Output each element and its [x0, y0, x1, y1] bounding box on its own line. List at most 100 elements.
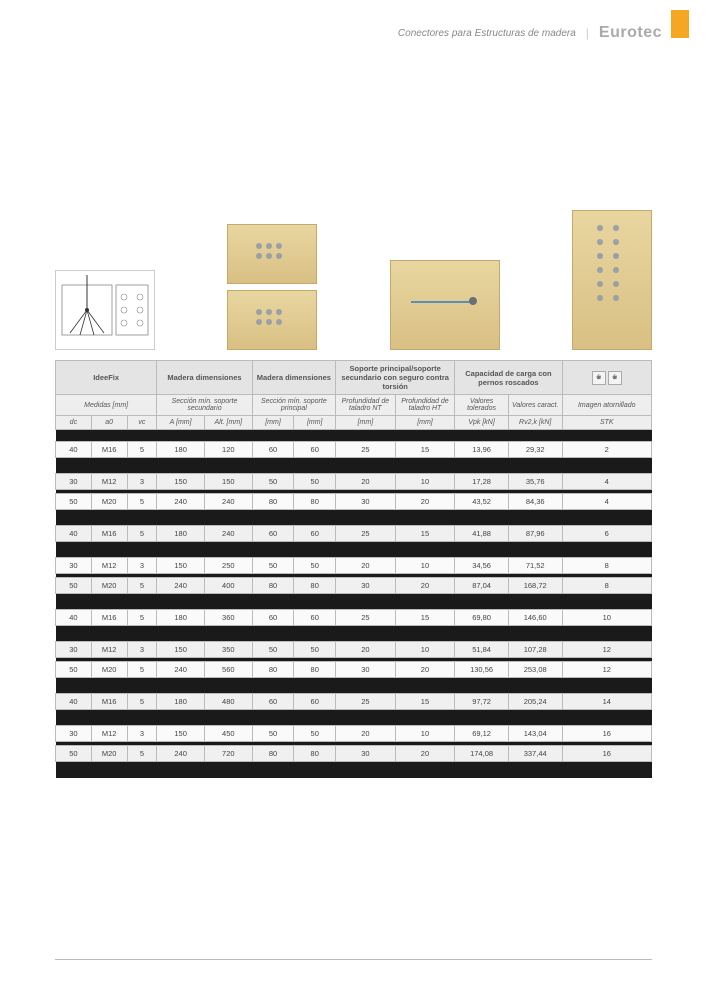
cell-Rvzk: 168,72: [508, 578, 562, 594]
sub-valcar: Valores caract.: [508, 395, 562, 416]
separator-dark: [56, 430, 652, 442]
page-header: Conectores para Estructuras de madera | …: [398, 24, 662, 42]
cell-m2: 60: [294, 694, 336, 710]
cell-m4: 20: [395, 494, 455, 510]
cell-STK: 4: [562, 474, 651, 490]
cell-a0: M20: [91, 662, 127, 678]
cell-a0: M12: [91, 642, 127, 658]
cell-A: 150: [157, 558, 205, 574]
cell-Vpk: 69,12: [455, 726, 509, 742]
sub-medidas: Medidas [mm]: [56, 395, 157, 416]
cell-m1: 50: [252, 726, 294, 742]
cell-dc: 50: [56, 494, 92, 510]
cell-m3: 20: [336, 642, 396, 658]
cell-m4: 10: [395, 558, 455, 574]
table-row: 50M20524072080803020174,08337,4416: [56, 746, 652, 762]
cell-Alt: 480: [204, 694, 252, 710]
cell-STK: 6: [562, 526, 651, 542]
cell-m3: 30: [336, 578, 396, 594]
cell-m2: 80: [294, 494, 336, 510]
cell-Alt: 150: [204, 474, 252, 490]
sub-valtol: Valores tolerados: [455, 395, 509, 416]
cell-dc: 40: [56, 610, 92, 626]
cell-Alt: 240: [204, 494, 252, 510]
cell-m2: 50: [294, 726, 336, 742]
cell-Alt: 450: [204, 726, 252, 742]
cell-Alt: 250: [204, 558, 252, 574]
table-row: 40M1651804806060251597,72205,2414: [56, 694, 652, 710]
footer-rule: [55, 959, 652, 960]
cell-m4: 15: [395, 442, 455, 458]
cell-Vpk: 41,88: [455, 526, 509, 542]
cell-m2: 80: [294, 662, 336, 678]
hdr-imagen-icons: ※ ※: [562, 361, 651, 395]
cell-m3: 20: [336, 726, 396, 742]
cell-Alt: 350: [204, 642, 252, 658]
cell-A: 180: [157, 610, 205, 626]
cell-STK: 8: [562, 578, 651, 594]
cell-STK: 12: [562, 662, 651, 678]
sub-imagen: Imagen atornillado: [562, 395, 651, 416]
cell-Vpk: 51,84: [455, 642, 509, 658]
product-render-3: [390, 260, 500, 350]
cell-m3: 30: [336, 746, 396, 762]
cell-m3: 30: [336, 662, 396, 678]
diagram-technical: [55, 270, 155, 350]
cell-m4: 10: [395, 642, 455, 658]
cell-A: 150: [157, 642, 205, 658]
cell-dc: 30: [56, 558, 92, 574]
cell-a0: M16: [91, 442, 127, 458]
cell-m2: 80: [294, 746, 336, 762]
col-mm1: [mm]: [252, 416, 294, 430]
cell-dc: 40: [56, 442, 92, 458]
cell-Rvzk: 143,04: [508, 726, 562, 742]
table-row: 40M1651803606060251569,80146,6010: [56, 610, 652, 626]
cell-vc: 5: [127, 526, 157, 542]
cell-m4: 20: [395, 662, 455, 678]
cell-Rvzk: 146,60: [508, 610, 562, 626]
cell-Vpk: 13,96: [455, 442, 509, 458]
cell-vc: 3: [127, 642, 157, 658]
cell-STK: 2: [562, 442, 651, 458]
cell-m1: 80: [252, 746, 294, 762]
cell-Rvzk: 71,52: [508, 558, 562, 574]
col-Alt: Alt. [mm]: [204, 416, 252, 430]
col-a0: a0: [91, 416, 127, 430]
cell-Rvzk: 253,08: [508, 662, 562, 678]
sub-secsec: Sección mín. soporte secundario: [157, 395, 252, 416]
col-vc: vc: [127, 416, 157, 430]
section-title: Conectores para Estructuras de madera: [398, 28, 576, 39]
cell-Rvzk: 337,44: [508, 746, 562, 762]
sub-secpri: Sección mín. soporte principal: [252, 395, 335, 416]
cell-a0: M16: [91, 526, 127, 542]
cell-m2: 50: [294, 642, 336, 658]
cell-dc: 30: [56, 642, 92, 658]
cell-dc: 50: [56, 662, 92, 678]
cell-A: 240: [157, 662, 205, 678]
cell-dc: 50: [56, 746, 92, 762]
table-row: 50M20524056080803020130,56253,0812: [56, 662, 652, 678]
cell-dc: 40: [56, 526, 92, 542]
cell-a0: M20: [91, 578, 127, 594]
product-images-row: [55, 200, 652, 350]
separator-dark: [56, 546, 652, 558]
cell-Rvzk: 87,96: [508, 526, 562, 542]
cell-Vpk: 69,80: [455, 610, 509, 626]
cell-a0: M12: [91, 726, 127, 742]
cell-Alt: 400: [204, 578, 252, 594]
cell-m3: 25: [336, 526, 396, 542]
cell-m2: 80: [294, 578, 336, 594]
product-render-1: [227, 224, 317, 284]
cell-m1: 50: [252, 558, 294, 574]
cell-vc: 5: [127, 610, 157, 626]
product-render-4: [572, 210, 652, 350]
cell-m2: 50: [294, 474, 336, 490]
table-row: 30M1231504505050201069,12143,0416: [56, 726, 652, 742]
separator-dark: [56, 766, 652, 778]
cell-A: 240: [157, 494, 205, 510]
cell-m1: 60: [252, 694, 294, 710]
separator-dark: [56, 462, 652, 474]
spec-table: IdeeFix Madera dimensiones Madera dimens…: [55, 360, 652, 778]
mini-icon-2: ※: [608, 371, 622, 385]
separator-dark: [56, 714, 652, 726]
